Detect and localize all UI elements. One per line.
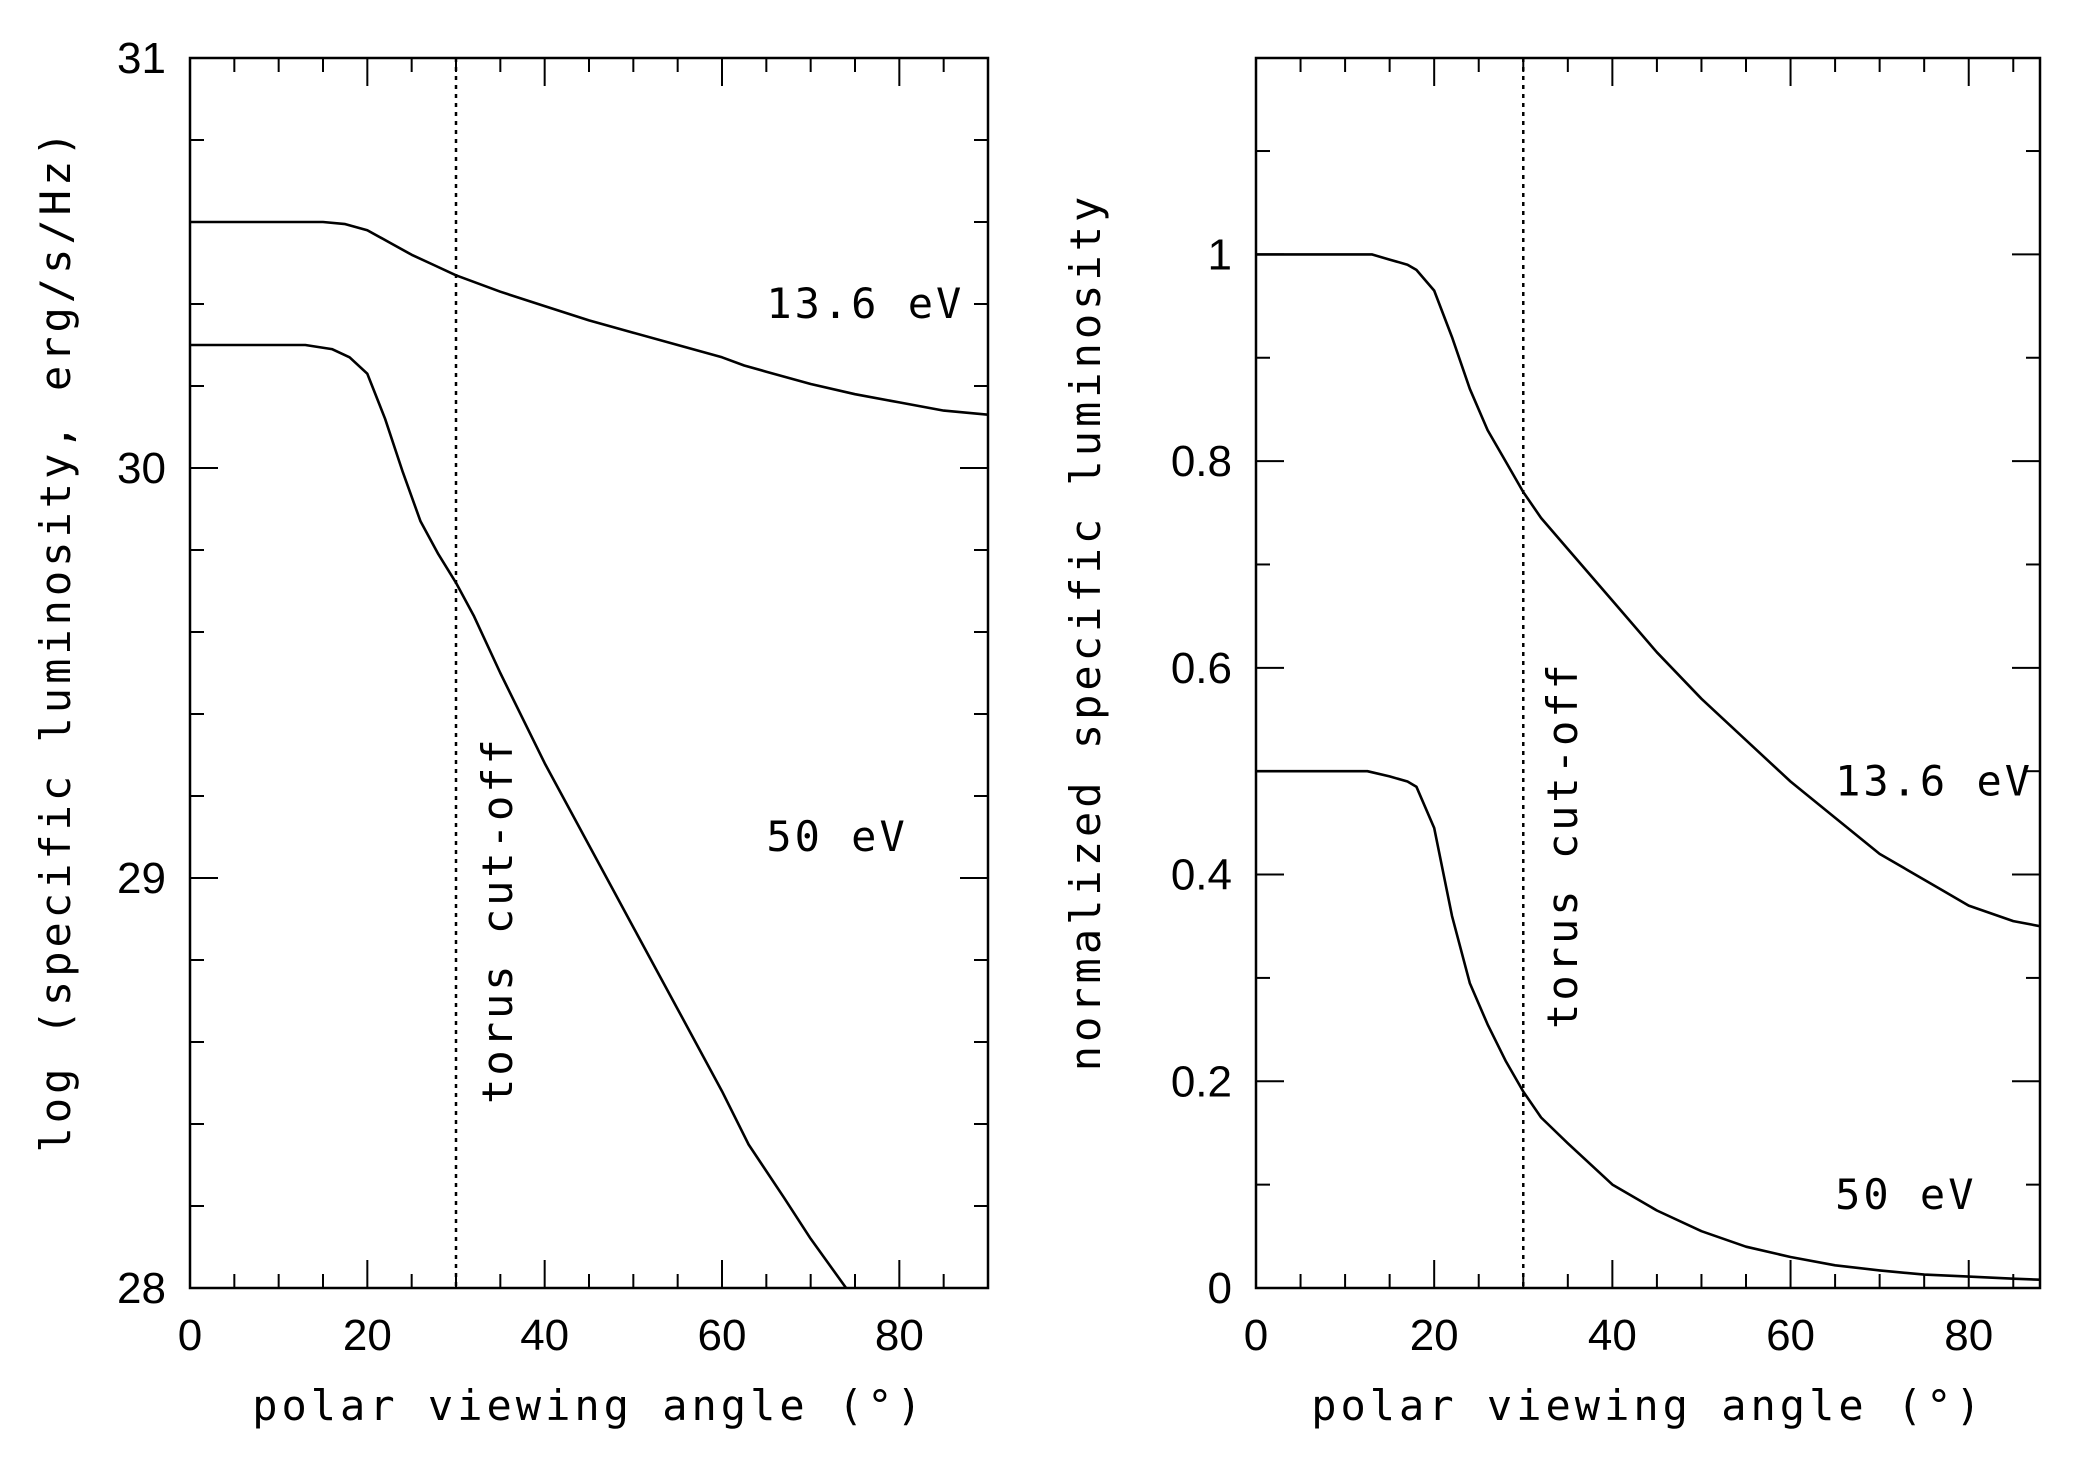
y-tick-label: 0.6 xyxy=(1171,644,1232,693)
series-label-13-6-ev: 13.6 eV xyxy=(1835,757,2033,806)
y-tick-label: 28 xyxy=(117,1264,166,1313)
x-tick-label: 20 xyxy=(1410,1311,1459,1360)
chart-panel-left: 0 20 40 60 80 28 29 30 31 polar viewing angle (°)… xyxy=(31,34,990,1430)
x-tick-label: 40 xyxy=(1588,1311,1637,1360)
plot-frame xyxy=(188,56,990,1290)
torus-cutoff-label: torus cut-off xyxy=(473,736,522,1104)
y-tick-label: 1 xyxy=(1208,230,1232,279)
y-tick-label: 0 xyxy=(1208,1264,1232,1313)
x-tick-label: 60 xyxy=(1766,1311,1815,1360)
x-tick-label: 60 xyxy=(698,1311,747,1360)
x-tick-label: 80 xyxy=(875,1311,924,1360)
x-tick-label: 80 xyxy=(1944,1311,1993,1360)
x-tick-label: 20 xyxy=(343,1311,392,1360)
y-axis-label: log (specific luminosity, erg/s/Hz) xyxy=(31,127,80,1152)
series-line-50-ev xyxy=(1256,769,2040,1281)
y-tick-label: 0.8 xyxy=(1171,437,1232,486)
x-tick-label: 0 xyxy=(1244,1311,1268,1360)
y-tick-label: 30 xyxy=(117,444,166,493)
series-line-13-6-ev xyxy=(190,220,988,416)
series-area xyxy=(1256,253,2040,1281)
series-label-50-ev: 50 eV xyxy=(766,812,907,861)
y-tick-label: 29 xyxy=(117,854,166,903)
series-line-13-6-ev xyxy=(1256,253,2040,928)
torus-cutoff-label: torus cut-off xyxy=(1538,661,1587,1029)
x-axis-label: polar viewing angle (°) xyxy=(1311,1381,1985,1430)
x-tick-label: 0 xyxy=(178,1311,202,1360)
series-line-50-ev xyxy=(190,343,848,1288)
series-label-13-6-ev: 13.6 eV xyxy=(766,279,964,328)
plot-frame xyxy=(1254,56,2042,1290)
chart-panel-right: 0 20 40 60 80 0 0.2 0.4 0.6 0.8 1 polar viewing ang… xyxy=(1061,56,2042,1430)
y-axis-label: normalized specific luminosity xyxy=(1061,193,1110,1072)
series-label-50-ev: 50 eV xyxy=(1835,1170,1976,1219)
y-tick-label: 31 xyxy=(117,34,166,83)
series-area xyxy=(190,220,988,1288)
x-tick-label: 40 xyxy=(520,1311,569,1360)
x-axis-label: polar viewing angle (°) xyxy=(252,1381,926,1430)
y-tick-label: 0.2 xyxy=(1171,1057,1232,1106)
y-tick-label: 0.4 xyxy=(1171,851,1232,900)
